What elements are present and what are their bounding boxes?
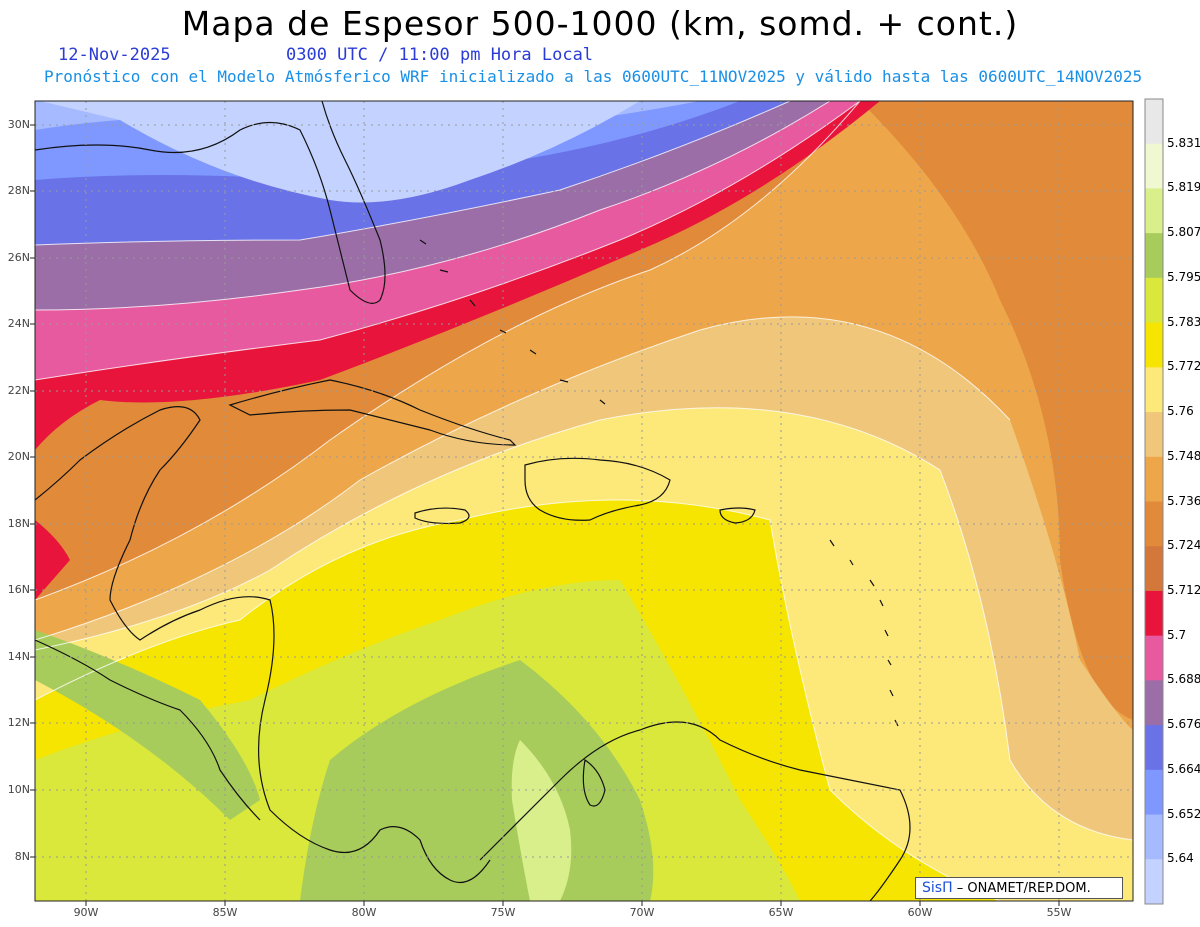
lat-label: 24N xyxy=(7,317,30,330)
colorbar-tick-label: 5.676 xyxy=(1167,717,1200,732)
colorbar-tick-label: 5.724 xyxy=(1167,538,1200,553)
colorbar-swatch xyxy=(1145,412,1163,458)
coastlines xyxy=(35,101,911,901)
lon-label: 90W xyxy=(73,906,99,919)
colorbar-swatch xyxy=(1145,859,1163,905)
colorbar-tick-label: 5.652 xyxy=(1167,806,1200,821)
colorbar-swatch xyxy=(1145,680,1163,726)
colorbar-tick-label: 5.748 xyxy=(1167,448,1200,463)
lat-label: 16N xyxy=(7,583,30,596)
credit-org: – ONAMET/REP.DOM. xyxy=(952,881,1091,896)
colorbar-tick-label: 5.664 xyxy=(1167,761,1200,776)
colorbar-swatch xyxy=(1145,143,1163,189)
model-run-subtitle: Pronóstico con el Modelo Atmósferico WRF… xyxy=(44,67,1143,86)
colorbar-tick-label: 5.736 xyxy=(1167,493,1200,508)
lat-label: 20N xyxy=(7,450,30,463)
forecast-time: 0300 UTC / 11:00 pm Hora Local xyxy=(286,45,594,65)
credit-brand: SisΠ xyxy=(922,880,953,896)
validity-line: 12-Nov-2025 0300 UTC / 11:00 pm Hora Loc… xyxy=(0,45,1200,67)
credit-box: SisΠ – ONAMET/REP.DOM. xyxy=(915,877,1123,899)
colorbar-tick-label: 5.772 xyxy=(1167,359,1200,374)
lon-label: 60W xyxy=(907,906,933,919)
lat-label: 30N xyxy=(7,118,30,131)
colorbar-tick-label: 5.688 xyxy=(1167,672,1200,687)
axis-ticks xyxy=(30,124,1060,906)
lat-label: 14N xyxy=(7,650,30,663)
lat-label: 18N xyxy=(7,517,30,530)
colorbar-swatch xyxy=(1145,590,1163,637)
lat-label: 12N xyxy=(7,716,30,729)
colorbar-swatch xyxy=(1145,277,1163,324)
map-title: Mapa de Espesor 500-1000 (km, somd. + co… xyxy=(181,4,1019,43)
colorbar-tick-label: 5.795 xyxy=(1167,269,1200,284)
lon-label: 55W xyxy=(1046,906,1072,919)
lon-label: 75W xyxy=(490,906,516,919)
colorbar-tick-label: 5.783 xyxy=(1167,314,1200,329)
colorbar-swatch xyxy=(1145,725,1163,771)
colorbar-swatch xyxy=(1145,99,1163,145)
colorbar-tick-label: 5.819 xyxy=(1167,180,1200,195)
map-frame xyxy=(34,100,1134,902)
colorbar-tick-label: 5.807 xyxy=(1167,225,1200,240)
lon-label: 70W xyxy=(629,906,655,919)
colorbar-swatch xyxy=(1145,456,1163,502)
lon-label: 65W xyxy=(768,906,794,919)
colorbar-swatch xyxy=(1145,233,1163,279)
colorbar-tick-label: 5.712 xyxy=(1167,582,1200,597)
colorbar-swatch xyxy=(1145,635,1163,681)
colorbar-swatch xyxy=(1145,188,1163,234)
colorbar-swatch xyxy=(1145,814,1163,860)
thickness-shading xyxy=(35,101,1133,901)
colorbar xyxy=(1144,98,1164,905)
lon-label: 80W xyxy=(351,906,377,919)
colorbar-tick-label: 5.831 xyxy=(1167,135,1200,150)
lat-label: 10N xyxy=(7,783,30,796)
colorbar-swatch xyxy=(1145,546,1163,592)
colorbar-swatch xyxy=(1145,769,1163,816)
forecast-date: 12-Nov-2025 xyxy=(58,45,171,65)
lat-label: 26N xyxy=(7,251,30,264)
lat-label: 22N xyxy=(7,384,30,397)
colorbar-tick-label: 5.76 xyxy=(1167,404,1194,419)
lat-label: 8N xyxy=(14,850,30,863)
lat-label: 28N xyxy=(7,184,30,197)
colorbar-swatch xyxy=(1145,322,1163,368)
lon-label: 85W xyxy=(212,906,238,919)
colorbar-frame xyxy=(1144,98,1164,905)
colorbar-swatch xyxy=(1145,367,1163,413)
graticule xyxy=(35,101,1133,901)
colorbar-tick-label: 5.64 xyxy=(1167,851,1194,866)
colorbar-tick-label: 5.7 xyxy=(1167,627,1187,642)
colorbar-swatch xyxy=(1145,501,1163,547)
